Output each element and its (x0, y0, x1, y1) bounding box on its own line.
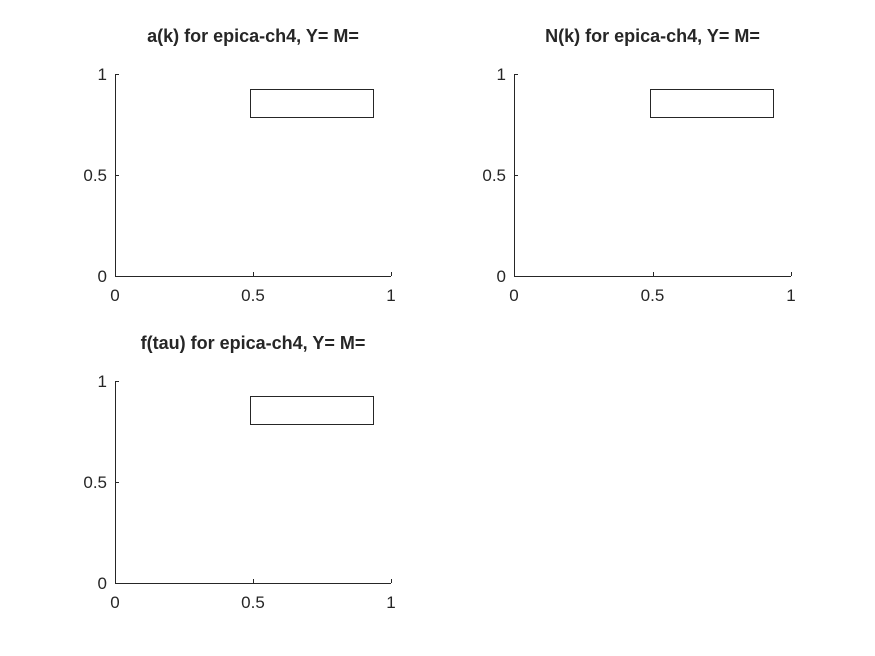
x-tick-label-ftau-2: 1 (386, 593, 395, 612)
y-tick-label-ftau-1: 0.5 (83, 473, 107, 492)
x-tick-label-nk-1: 0.5 (641, 286, 665, 305)
y-tick-label-ak-1: 0.5 (83, 166, 107, 185)
y-tick-label-ftau-0: 0 (98, 574, 107, 593)
subplot-nk: N(k) for epica-ch4, Y= M= 0 0.5 1 0 0.5 1 (482, 26, 795, 305)
legend-ftau (250, 396, 374, 425)
y-tick-label-nk-0: 0 (497, 267, 506, 286)
y-tick-label-nk-1: 0.5 (482, 166, 506, 185)
y-tick-label-ak-0: 0 (98, 267, 107, 286)
x-tick-label-ak-2: 1 (386, 286, 395, 305)
y-tick-label-nk-2: 1 (497, 65, 506, 84)
subplot-ftau: f(tau) for epica-ch4, Y= M= 0 0.5 1 0 0.5 1 (83, 333, 395, 612)
legend-ak (250, 89, 374, 118)
chart-title-nk: N(k) for epica-ch4, Y= M= (545, 26, 760, 46)
subplot-ak: a(k) for epica-ch4, Y= M= 0 0.5 1 0 0.5 1 (83, 26, 395, 305)
chart-title-ak: a(k) for epica-ch4, Y= M= (147, 26, 359, 46)
x-tick-label-ftau-0: 0 (110, 593, 119, 612)
x-tick-label-nk-2: 1 (786, 286, 795, 305)
x-tick-label-ftau-1: 0.5 (241, 593, 265, 612)
x-tick-label-ak-0: 0 (110, 286, 119, 305)
x-tick-label-nk-0: 0 (509, 286, 518, 305)
x-tick-label-ak-1: 0.5 (241, 286, 265, 305)
chart-title-ftau: f(tau) for epica-ch4, Y= M= (141, 333, 366, 353)
y-tick-label-ak-2: 1 (98, 65, 107, 84)
legend-nk (650, 89, 774, 118)
y-tick-label-ftau-2: 1 (98, 372, 107, 391)
